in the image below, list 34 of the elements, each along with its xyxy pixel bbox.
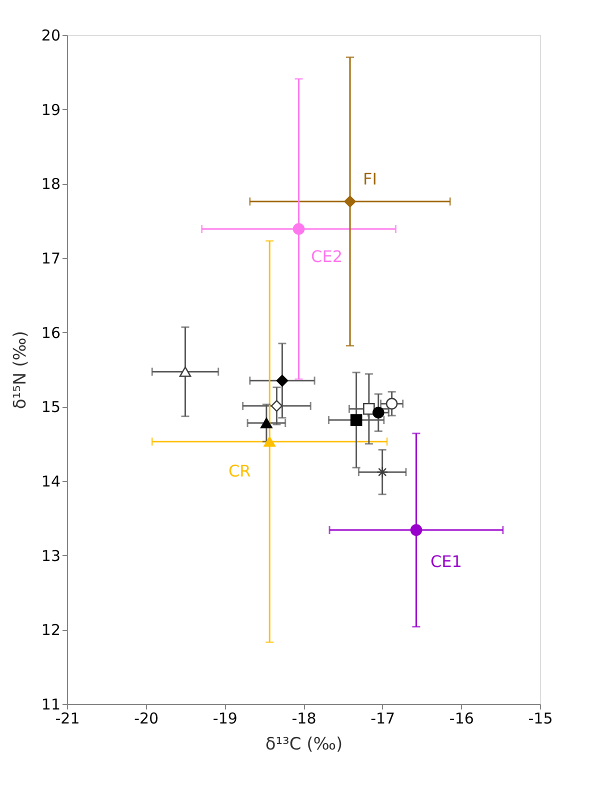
y-tick-label: 12 [41, 621, 60, 640]
x-tick-label: -20 [134, 710, 159, 728]
point [376, 466, 388, 478]
point [179, 366, 192, 377]
y-axis-title: δ¹⁵N (‰) [10, 330, 30, 410]
series-label: CR [228, 462, 251, 481]
y-tick-label: 13 [41, 546, 60, 565]
series-label: FI [363, 170, 377, 189]
series-label: CE1 [430, 552, 462, 572]
x-tick-label: -19 [212, 710, 238, 728]
point [410, 524, 422, 536]
x-tick-label: -18 [292, 710, 316, 728]
point [292, 223, 305, 235]
x-axis-title: δ¹³C (‰) [265, 734, 343, 754]
series-label: CE2 [311, 247, 343, 266]
point [386, 398, 398, 410]
point [276, 374, 288, 387]
y-tick-label: 20 [41, 26, 60, 44]
y-tick-label: 14 [41, 472, 60, 490]
point [270, 400, 283, 412]
point [350, 414, 362, 426]
y-tick-label: 16 [41, 324, 60, 342]
point [372, 406, 384, 418]
x-tick-label: -17 [370, 710, 396, 728]
y-tick-label: 19 [41, 100, 60, 119]
point [260, 418, 272, 428]
y-tick-label: 18 [41, 175, 60, 194]
x-tick-label: -15 [528, 710, 553, 728]
point [363, 403, 375, 415]
x-tick-label: -16 [449, 710, 474, 728]
y-tick-label: 15 [41, 398, 60, 416]
y-tick-label: 17 [41, 250, 60, 268]
point [344, 196, 356, 208]
point [264, 436, 276, 447]
